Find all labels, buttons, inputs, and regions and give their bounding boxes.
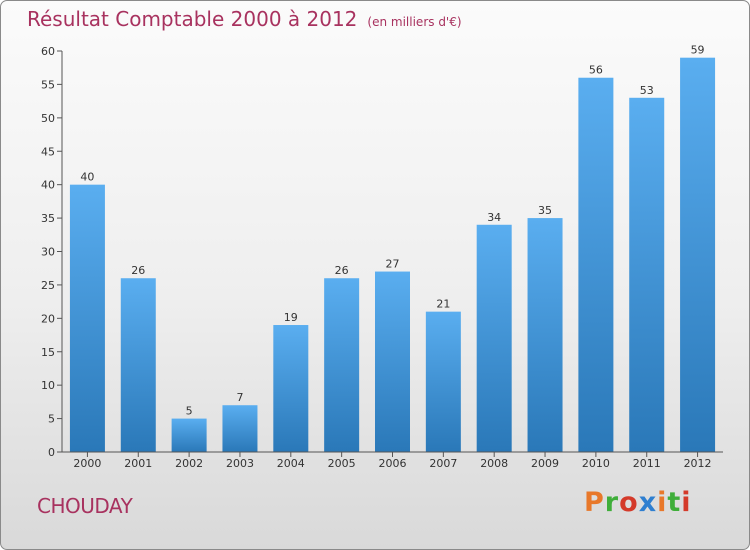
logo-letter: i	[681, 487, 692, 518]
bar-chart: 0 5 10 15 20 25 30 35 40 45 50 55 60 40 26 5 7 19 26 27 21 3…	[41, 44, 723, 470]
chart-subtitle: (en milliers d'€)	[367, 15, 462, 29]
x-tick-label: 2001	[124, 457, 152, 470]
y-tick-label: 10	[41, 379, 55, 392]
y-tick-label: 25	[41, 279, 55, 292]
y-tick-label: 20	[41, 312, 55, 325]
bar-value-label: 27	[386, 258, 400, 271]
x-tick-label: 2012	[684, 457, 712, 470]
bar-2000	[69, 184, 105, 452]
x-tick-label: 2002	[175, 457, 203, 470]
chart-title: Résultat Comptable 2000 à 2012 (en millie…	[27, 7, 462, 31]
bar-value-label: 56	[589, 64, 603, 77]
y-tick-label: 0	[48, 446, 55, 459]
logo-letter: i	[657, 487, 668, 518]
logo-letter: r	[604, 487, 620, 518]
bar-value-label: 34	[487, 211, 501, 224]
bar-value-label: 26	[131, 264, 145, 277]
y-tick-label: 45	[41, 145, 55, 158]
x-tick-label: 2010	[582, 457, 610, 470]
bar-value-label: 35	[538, 204, 552, 217]
y-tick-label: 15	[41, 346, 55, 359]
y-tick-label: 30	[41, 246, 55, 259]
y-tick-label: 5	[48, 413, 55, 426]
x-tick-label: 2004	[277, 457, 305, 470]
x-tick-label: 2005	[328, 457, 356, 470]
logo-letter: x	[638, 487, 658, 518]
y-tick-label: 60	[41, 45, 55, 58]
x-tick-label: 2006	[379, 457, 407, 470]
bar-2005	[324, 278, 360, 452]
commune-name: CHOUDAY	[37, 494, 133, 518]
bar-2008	[476, 224, 512, 452]
bar-2003	[222, 405, 258, 452]
bars: 40 26 5 7 19 26 27 21 34 35 56 53 59	[69, 44, 716, 453]
y-tick-label: 35	[41, 212, 55, 225]
bar-2010	[578, 77, 614, 452]
x-tick-label: 2008	[480, 457, 508, 470]
bar-2011	[629, 97, 665, 453]
y-tick-label: 40	[41, 179, 55, 192]
bar-2012	[680, 57, 716, 452]
x-tick-label: 2007	[429, 457, 457, 470]
bar-value-label: 59	[691, 44, 705, 57]
y-tick-label: 55	[41, 78, 55, 91]
bar-2002	[171, 418, 207, 452]
bar-value-label: 53	[640, 84, 654, 97]
logo-letter: P	[584, 487, 605, 518]
y-tick-label: 50	[41, 112, 55, 125]
bar-2006	[375, 271, 410, 452]
bar-value-label: 5	[186, 405, 193, 418]
bar-value-label: 21	[436, 298, 450, 311]
proxiti-logo[interactable]: Proxiti	[584, 487, 692, 518]
logo-letter: t	[667, 487, 682, 518]
x-tick-label: 2009	[531, 457, 559, 470]
bar-value-label: 40	[80, 171, 94, 184]
bar-value-label: 26	[335, 264, 349, 277]
y-axis: 0 5 10 15 20 25 30 35 40 45 50 55 60	[41, 45, 63, 459]
logo-letter: o	[619, 487, 639, 518]
x-tick-label: 2000	[73, 457, 101, 470]
bar-2007	[425, 311, 461, 452]
bar-2001	[120, 278, 156, 452]
bar-value-label: 7	[236, 391, 243, 404]
x-axis: 2000 2001 2002 2003 2004 2005 2006 2007 2008 2009…	[62, 451, 723, 470]
bar-2004	[273, 325, 309, 452]
x-tick-label: 2011	[633, 457, 661, 470]
bar-2009	[527, 218, 563, 452]
chart-title-text: Résultat Comptable 2000 à 2012	[27, 7, 358, 31]
x-tick-label: 2003	[226, 457, 254, 470]
bar-value-label: 19	[284, 311, 298, 324]
